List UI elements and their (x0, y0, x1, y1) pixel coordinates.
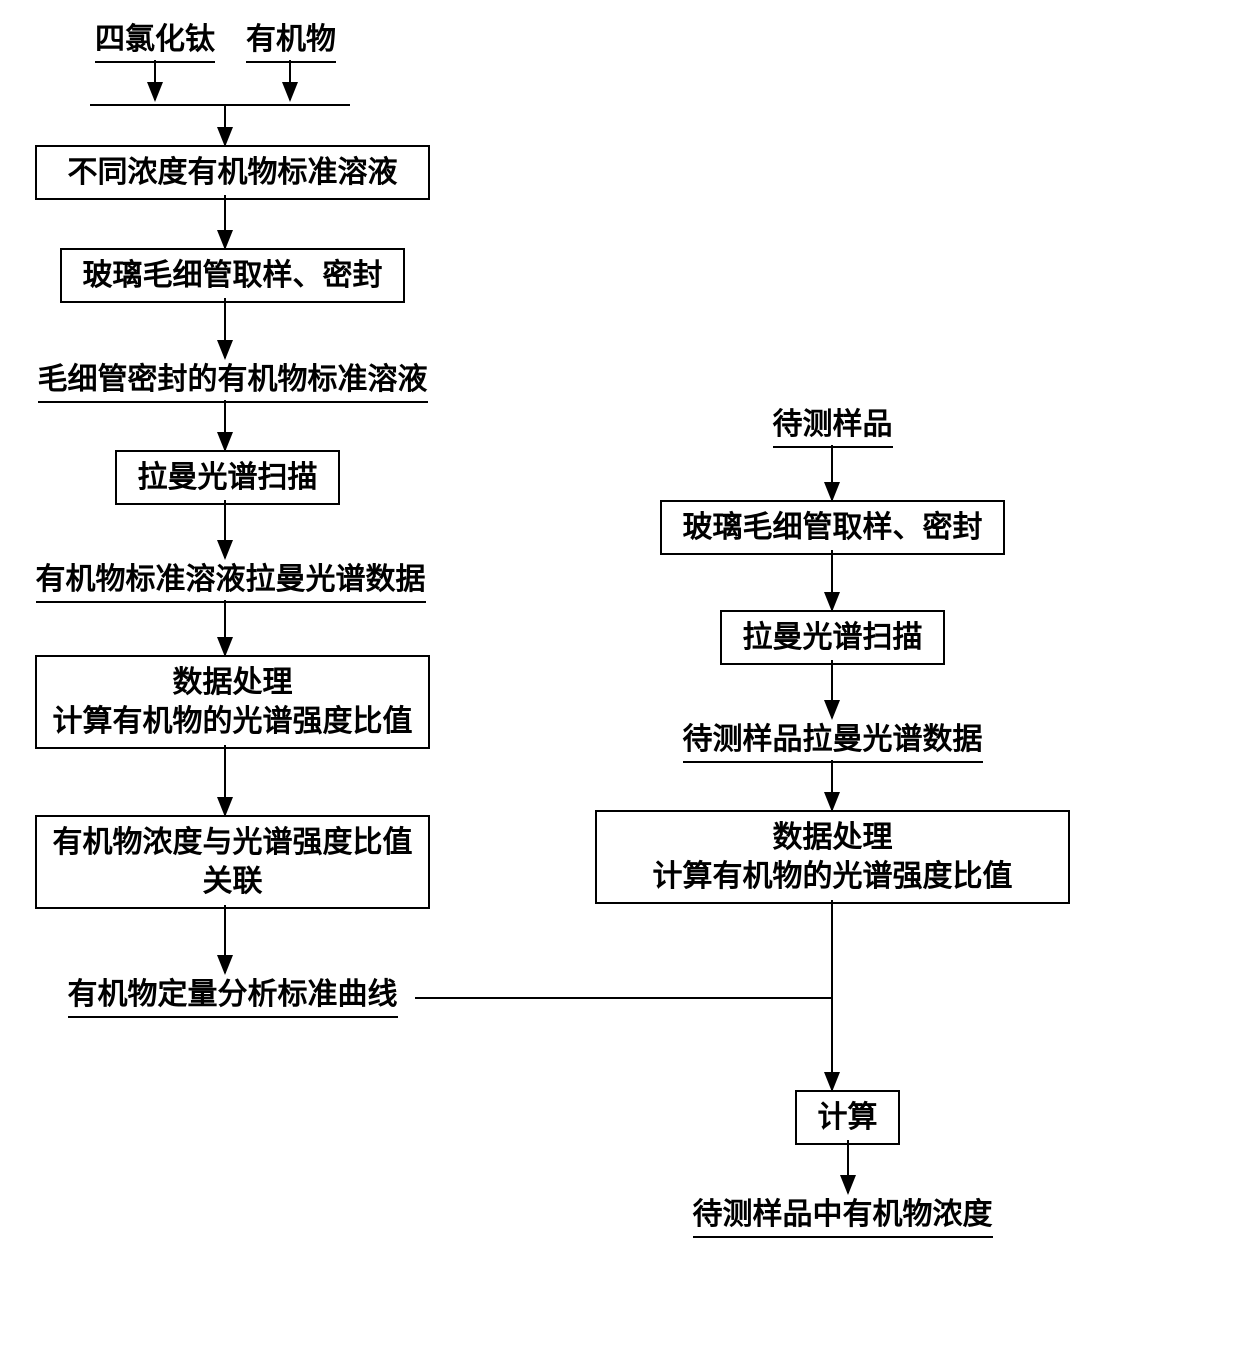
node-n6: 拉曼光谱扫描 (115, 450, 340, 505)
node-n8: 数据处理 计算有机物的光谱强度比值 (35, 655, 430, 749)
node-n16: 计算 (795, 1090, 900, 1145)
node-n5: 毛细管密封的有机物标准溶液 (20, 360, 445, 403)
node-n12: 玻璃毛细管取样、密封 (660, 500, 1005, 555)
node-n15: 数据处理 计算有机物的光谱强度比值 (595, 810, 1070, 904)
node-n10: 有机物定量分析标准曲线 (50, 975, 415, 1018)
node-n14: 待测样品拉曼光谱数据 (670, 720, 995, 763)
node-n11: 待测样品 (760, 405, 905, 448)
node-n1: 四氯化钛 (80, 20, 230, 63)
node-n4: 玻璃毛细管取样、密封 (60, 248, 405, 303)
node-n3: 不同浓度有机物标准溶液 (35, 145, 430, 200)
node-n17: 待测样品中有机物浓度 (675, 1195, 1010, 1238)
node-n2: 有机物 (236, 20, 346, 63)
node-n7: 有机物标准溶液拉曼光谱数据 (18, 560, 443, 603)
node-n13: 拉曼光谱扫描 (720, 610, 945, 665)
node-n9: 有机物浓度与光谱强度比值 关联 (35, 815, 430, 909)
